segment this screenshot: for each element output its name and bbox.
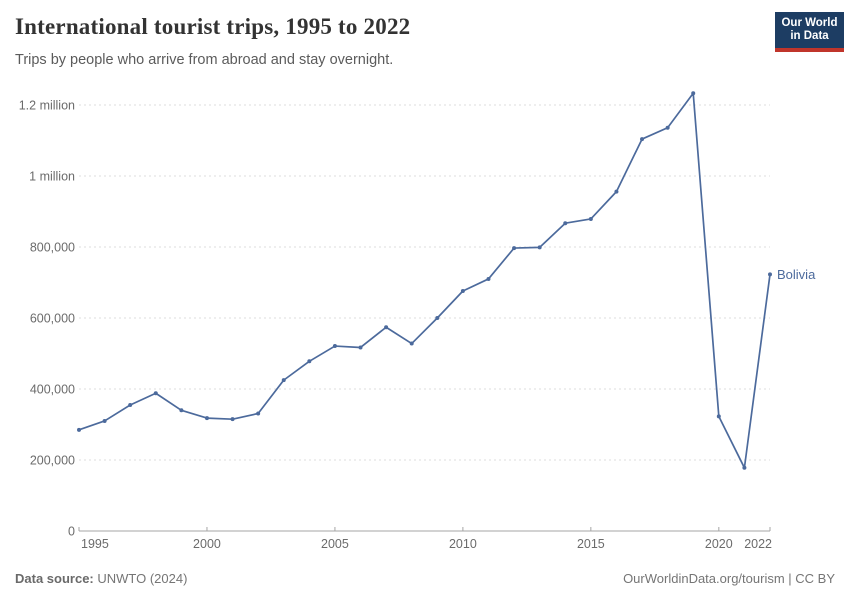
data-point-2012[interactable] <box>512 246 517 251</box>
data-point-2008[interactable] <box>409 341 414 346</box>
data-point-2016[interactable] <box>614 189 619 194</box>
data-point-2013[interactable] <box>537 245 542 250</box>
data-point-2017[interactable] <box>640 137 645 142</box>
data-point-2018[interactable] <box>665 125 670 130</box>
data-point-1996[interactable] <box>102 418 107 423</box>
data-point-2004[interactable] <box>307 359 312 364</box>
y-tick-label: 800,000 <box>30 241 75 255</box>
x-tick-label: 2010 <box>449 537 477 551</box>
data-point-2020[interactable] <box>716 414 721 419</box>
data-point-1995[interactable] <box>77 427 81 432</box>
x-tick-label: 2022 <box>744 537 772 551</box>
data-point-2019[interactable] <box>691 91 696 96</box>
data-point-2009[interactable] <box>435 316 440 320</box>
data-point-1998[interactable] <box>153 391 158 396</box>
x-tick-label: 2000 <box>193 537 221 551</box>
data-point-2007[interactable] <box>384 325 389 330</box>
data-point-2022[interactable] <box>768 272 772 277</box>
data-source-label: Data source: <box>15 570 94 586</box>
x-tick-label: 2005 <box>321 537 349 551</box>
y-tick-label: 400,000 <box>30 383 75 397</box>
y-tick-label: 0 <box>68 525 75 539</box>
data-source-note: Data source: UNWTO (2024) <box>15 571 187 586</box>
data-point-2014[interactable] <box>563 221 568 226</box>
owid-url-link[interactable]: OurWorldinData.org/tourism | CC BY <box>623 570 835 586</box>
data-point-1999[interactable] <box>179 408 184 413</box>
y-tick-label: 200,000 <box>30 454 75 468</box>
x-tick-label: 2020 <box>705 537 733 551</box>
data-point-2001[interactable] <box>230 417 235 422</box>
owid-logo[interactable]: Our World in Data <box>775 12 844 52</box>
chart-footer: Data source: UNWTO (2024) OurWorldinData… <box>15 568 835 588</box>
data-point-2011[interactable] <box>486 276 491 281</box>
chart-subtitle: Trips by people who arrive from abroad a… <box>15 52 394 68</box>
x-tick-label: 1995 <box>81 537 109 551</box>
series-label-bolivia[interactable]: Bolivia <box>777 267 816 282</box>
y-tick-label: 1.2 million <box>19 99 75 113</box>
y-tick-label: 1 million <box>29 170 75 184</box>
data-point-2010[interactable] <box>460 289 465 294</box>
data-point-2006[interactable] <box>358 345 363 350</box>
bolivia-line <box>78 92 771 469</box>
owid-logo-line2: in Data <box>790 30 829 42</box>
page-title: International tourist trips, 1995 to 202… <box>15 14 411 39</box>
owid-logo-line1: Our World <box>781 16 838 29</box>
data-point-2005[interactable] <box>332 344 337 349</box>
data-source-value: UNWTO (2024) <box>93 570 188 586</box>
data-point-2002[interactable] <box>256 411 261 416</box>
data-point-2003[interactable] <box>281 378 286 383</box>
y-tick-label: 600,000 <box>30 312 75 326</box>
data-point-2000[interactable] <box>204 416 209 421</box>
x-tick-label: 2015 <box>577 537 605 551</box>
data-point-1997[interactable] <box>128 402 133 407</box>
data-point-2015[interactable] <box>588 216 593 221</box>
data-point-2021[interactable] <box>742 465 747 470</box>
